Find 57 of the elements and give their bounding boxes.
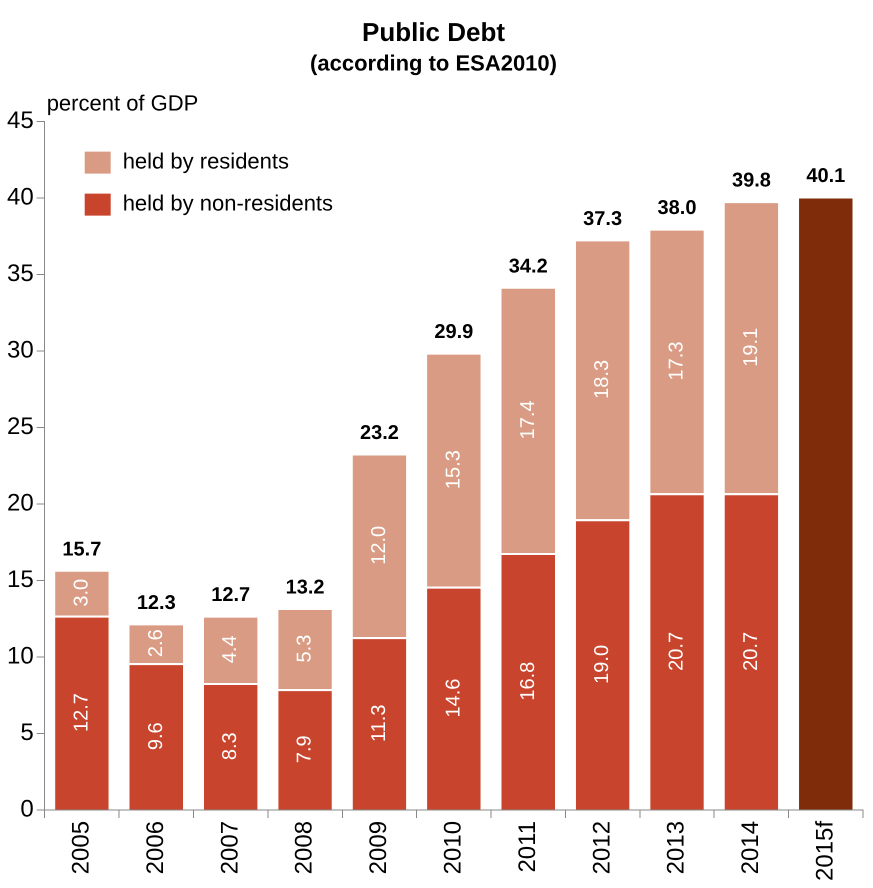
data-label: 2.6 <box>144 629 167 658</box>
chart-subtitle: (according to ESA2010) <box>310 50 557 76</box>
data-label: 20.7 <box>666 632 688 671</box>
total-label: 38.0 <box>658 197 696 220</box>
data-label: 18.3 <box>591 360 614 399</box>
x-tick-label: 2014 <box>737 820 764 874</box>
x-tick-label: 2007 <box>216 820 244 874</box>
total-label: 12.7 <box>211 584 250 606</box>
y-tick-label: 10 <box>6 642 34 670</box>
data-label: 7.9 <box>294 735 316 764</box>
y-tick-label: 15 <box>6 566 34 594</box>
y-tick-label: 25 <box>6 413 34 440</box>
y-tick-label: 35 <box>6 260 34 288</box>
data-label: 19.1 <box>740 328 762 367</box>
data-label: 15.3 <box>442 450 464 490</box>
y-tick-label: 40 <box>6 184 34 211</box>
legend-label: held by non-residents <box>122 190 334 216</box>
data-label: 16.8 <box>516 662 539 701</box>
y-tick-label: 0 <box>20 796 34 823</box>
x-tick-label: 2006 <box>142 820 169 874</box>
data-label: 19.0 <box>591 644 614 684</box>
total-label: 34.2 <box>508 255 548 278</box>
data-label: 14.6 <box>442 678 464 718</box>
x-tick-label: 2013 <box>662 820 690 874</box>
x-tick-label: 2010 <box>439 820 466 874</box>
data-label: 12.0 <box>368 526 390 565</box>
data-label: 17.3 <box>666 342 688 380</box>
total-label: 13.2 <box>286 576 325 599</box>
x-tick-label: 2015f <box>811 820 838 882</box>
data-label: 11.3 <box>368 704 390 742</box>
data-label: 12.7 <box>70 693 92 732</box>
y-axis-title: percent of GDP <box>46 90 198 116</box>
data-label: 3.0 <box>70 578 92 607</box>
total-label: 23.2 <box>360 422 399 444</box>
data-label: 17.4 <box>516 400 539 440</box>
total-label: 39.8 <box>732 170 771 192</box>
y-tick-label: 30 <box>6 336 34 364</box>
x-tick-label: 2008 <box>290 820 318 874</box>
total-label: 15.7 <box>62 538 102 560</box>
data-label: 9.6 <box>144 722 167 750</box>
data-label: 4.4 <box>219 635 242 664</box>
x-tick-label: 2011 <box>514 820 541 873</box>
x-tick-label: 2009 <box>365 820 392 874</box>
total-label: 37.3 <box>583 208 622 230</box>
total-label: 12.3 <box>136 592 176 614</box>
x-tick-label: 2012 <box>588 820 616 874</box>
chart-title: Public Debt <box>362 16 506 47</box>
total-label: 29.9 <box>434 321 474 344</box>
y-tick-label: 5 <box>20 719 34 746</box>
legend-label: held by residents <box>122 148 290 174</box>
x-tick-label: 2005 <box>68 820 95 874</box>
data-label: 5.3 <box>294 634 316 662</box>
y-tick-label: 45 <box>6 107 34 134</box>
data-label: 20.7 <box>740 632 762 671</box>
total-label: 40.1 <box>806 165 846 188</box>
data-label: 8.3 <box>219 732 242 760</box>
y-tick-label: 20 <box>6 490 34 517</box>
